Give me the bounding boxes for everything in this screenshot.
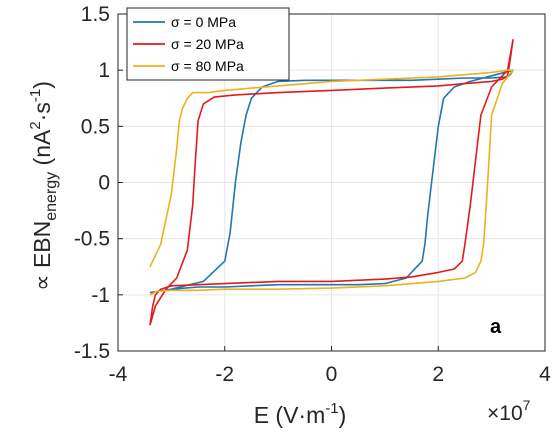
tick-labels: -4 -2 0 2 4 -1.5 -1 -0.5 0 0.5 1 1.5: [74, 3, 551, 386]
y-axis-label: ∝ EBNenergy (nA2·s-1): [27, 81, 60, 291]
x-axis-label-base: E (V·m: [254, 402, 326, 428]
x-axis-label-close: ): [339, 402, 347, 428]
x-tick-label: -2: [215, 363, 234, 386]
series-line-1: [149, 38, 514, 326]
y-label-sup2: -1: [27, 89, 44, 102]
y-label-prefix: ∝ EBN: [29, 221, 55, 291]
x-tick-label: 2: [432, 363, 444, 386]
y-label-mid: ·s: [29, 102, 55, 121]
x-multiplier-base: ×10: [487, 402, 523, 425]
y-tick-label: -1: [91, 284, 110, 307]
x-axis-label-sup: -1: [325, 400, 338, 417]
x-axis-label: E (V·m-1): [254, 400, 347, 428]
x-tick-label: 0: [326, 363, 338, 386]
panel-label: a: [490, 316, 502, 338]
x-axis-multiplier: ×107: [487, 397, 531, 425]
y-label-sub: energy: [43, 172, 60, 221]
x-multiplier-exp: 7: [523, 397, 531, 413]
legend-label-1: σ = 20 MPa: [171, 36, 244, 52]
y-tick-label: 1.5: [81, 3, 110, 26]
y-tick-label: 0: [98, 172, 110, 195]
tick-marks: [117, 13, 546, 352]
y-tick-label: 0.5: [81, 115, 110, 138]
legend-label-0: σ = 0 MPa: [171, 14, 236, 30]
x-tick-label: 4: [539, 363, 551, 386]
legend: σ = 0 MPa σ = 20 MPa σ = 80 MPa: [126, 7, 290, 81]
series-line-2: [149, 69, 514, 296]
y-tick-label: -1.5: [74, 340, 110, 363]
y-label-close: ): [29, 81, 55, 89]
legend-label-2: σ = 80 MPa: [171, 58, 244, 74]
y-label-unit: (nA: [29, 129, 55, 172]
y-tick-label: -0.5: [74, 228, 110, 251]
series-layer: [149, 38, 514, 326]
y-label-sup1: 2: [27, 121, 44, 129]
x-tick-label: -4: [109, 363, 128, 386]
y-tick-label: 1: [98, 59, 110, 82]
